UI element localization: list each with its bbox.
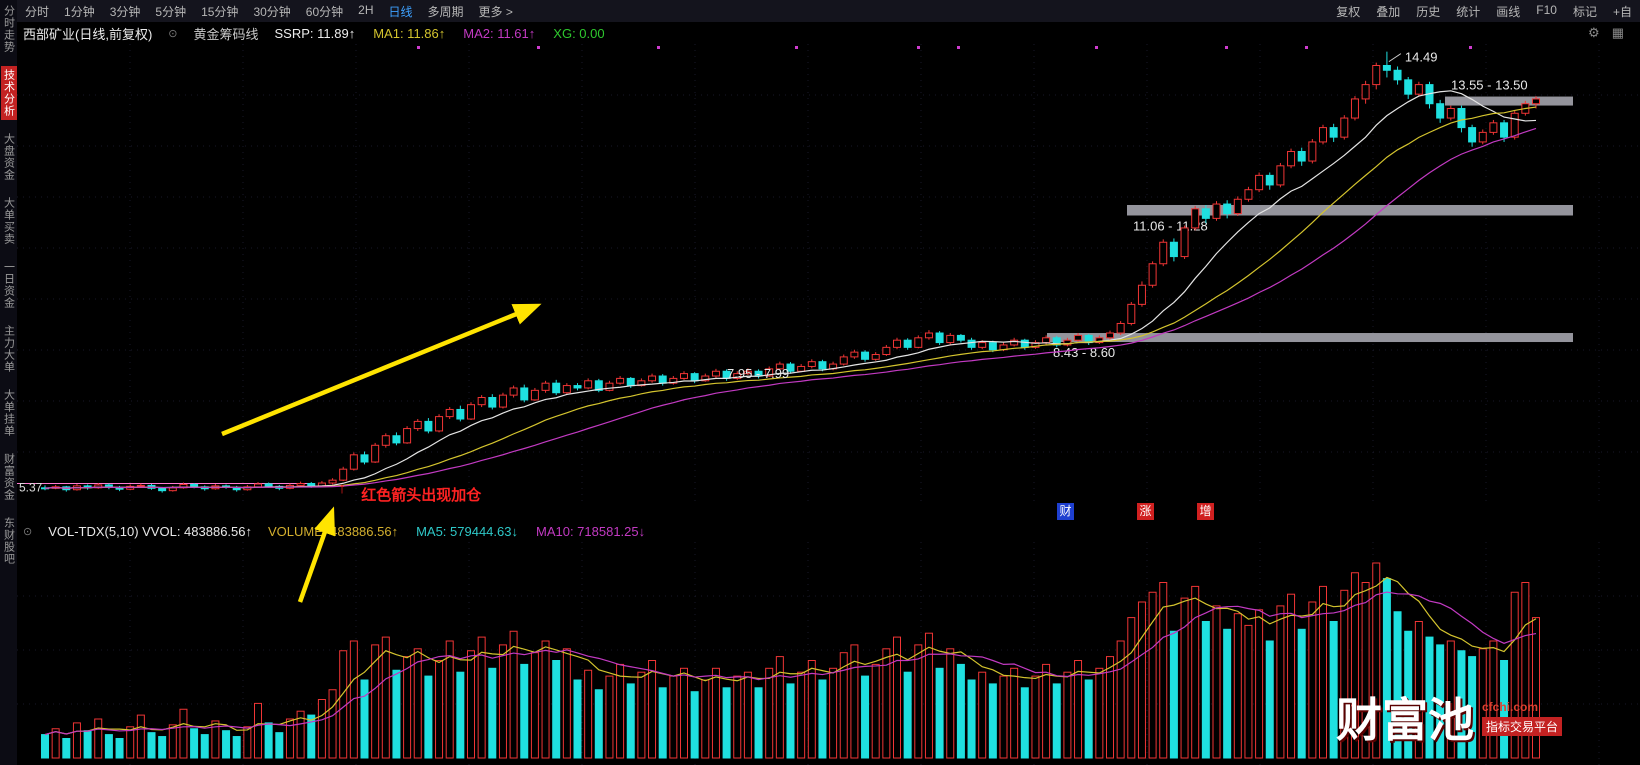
toolbar-buttons: 复权 叠加 历史 统计 画线 F10 标记 +自 [1336,3,1632,20]
signal-dot [1469,46,1472,49]
header-icons: ⚙ ▦ [1588,25,1624,41]
stock-title: 西部矿业(日线,前复权) [23,26,153,42]
sidebar-item[interactable]: 东财股吧 [2,517,15,565]
period-tab[interactable]: 5分钟 [155,4,187,19]
resistance-zone [1127,204,1573,216]
zone-label: 13.55 - 13.50 [1451,78,1528,93]
toolbar-button[interactable]: F10 [1536,2,1557,17]
period-tab[interactable]: 30分钟 [253,4,291,19]
toolbar-button[interactable]: 统计 [1456,4,1481,19]
period-tab[interactable]: 2H [358,2,374,17]
sidebar-item[interactable]: 分时走势 [2,5,15,53]
sidebar-item[interactable]: 大盘资金 [2,133,15,181]
period-tab[interactable]: 更多 > [478,4,513,19]
price-ma-line [44,127,1537,489]
indicator-field: SSRP: 11.89↑ [274,25,356,41]
indicator-field: MA5: 579444.63↓ [416,523,518,539]
top-toolbar: 分时 1分钟 3分钟 5分钟 15分钟 30分钟 60分钟 2H 日线 多周期 更多 > 复权 叠加历… [17,0,1640,22]
watermark-site: cfchi.com [1481,699,1538,714]
period-tab[interactable]: 分时 [25,4,50,19]
sidebar-item[interactable]: 大单买卖 [2,197,15,245]
indicator-toggle-icon[interactable]: ⊙ [168,27,178,40]
indicator-field: MA2: 11.61↑ [463,25,536,41]
annotation-note: 红色箭头出现加仓 [361,486,482,504]
left-sidebar: 分时走势技术分析大盘资金大单买卖一日资金主力大单大单挂单财富资金东财股吧 [0,0,17,765]
period-tab[interactable]: 日线 [388,4,413,19]
volume-ma-line [44,576,1537,736]
sidebar-item[interactable]: 主力大单 [2,325,15,373]
period-tab[interactable]: 60分钟 [305,4,344,19]
signal-tag: 增 [1197,503,1214,520]
watermark-subtitle: 指标交易平台 [1481,716,1562,736]
indicator-field: VOLUME: 483886.56↑ [268,523,399,539]
volume-values: VOLUME: 483886.56↑ MA5: 579444.63↓ MA10: 7… [268,524,645,539]
signal-dot [1305,46,1308,49]
sidebar-item[interactable]: 一日资金 [2,261,15,309]
indicator-values: SSRP: 11.89↑ MA1: 11.86↑ MA2: 11.61↑ XG: 0.… [275,26,605,41]
gear-icon[interactable]: ⚙ [1588,25,1600,40]
toolbar-button[interactable]: 复权 [1336,4,1361,19]
panel-icon[interactable]: ▦ [1611,25,1624,40]
signal-dot [417,46,420,49]
resistance-zone [1445,96,1573,106]
signal-tag: 财 [1057,503,1074,520]
volume-svg [17,542,1640,765]
indicator-field: MA1: 11.86↑ [373,25,446,41]
watermark: 财富池 cfchi.com 指标交易平台 [1335,693,1562,746]
sidebar-item[interactable]: 技术分析 [0,66,17,120]
watermark-title: 财富池 [1335,693,1474,746]
sidebar-item[interactable]: 财富资金 [2,453,15,501]
toolbar-button[interactable]: 叠加 [1376,4,1401,19]
signal-tag: 涨 [1137,503,1154,520]
price-ma-line [44,106,1537,489]
signal-dot [917,46,920,49]
price-chart[interactable]: 13.55 - 13.50 11.06 - 11.28 8.43 - 8.60 14.… [17,44,1640,505]
signal-dot [1095,46,1098,49]
indicator-field: XG: 0.00 [553,25,605,41]
volume-chart[interactable] [17,542,1640,765]
sidebar-item[interactable]: 大单挂单 [2,389,15,437]
signal-dot [537,46,540,49]
indicator-header: 西部矿业(日线,前复权) ⊙ 黄金筹码线 SSRP: 11.89↑ MA1: 11… [17,22,1640,44]
toolbar-button[interactable]: 标记 [1572,4,1597,19]
period-tab[interactable]: 1分钟 [64,4,95,19]
period-tab[interactable]: 3分钟 [109,4,141,19]
volume-indicator-icon[interactable]: ⊙ [23,525,33,538]
period-tab[interactable]: 15分钟 [201,4,239,19]
toolbar-button[interactable]: +自 [1612,4,1632,19]
peak-price-label: 14.49 [1405,50,1438,65]
toolbar-button[interactable]: 画线 [1496,4,1521,19]
signal-dot [1225,46,1228,49]
resistance-zone [1047,333,1573,343]
toolbar-button[interactable]: 历史 [1416,4,1441,19]
volume-title: VOL-TDX(5,10) VVOL: 483886.56↑ [48,523,252,539]
level-label: 7.95 - 7.99 [727,366,789,381]
zone-label: 8.43 - 8.60 [1053,345,1115,360]
signal-dot [957,46,960,49]
low-price-label: 5.37 [19,480,43,494]
signal-dot [795,46,798,49]
indicator-name[interactable]: 黄金筹码线 [193,26,259,42]
buy-marker: ↑ [338,480,346,497]
period-tab[interactable]: 多周期 [427,4,464,19]
volume-header: ⊙ VOL-TDX(5,10) VVOL: 483886.56↑ VOLUME:… [17,520,1640,542]
indicator-field: MA10: 718581.25↓ [535,523,646,539]
period-tabs: 分时 1分钟 3分钟 5分钟 15分钟 30分钟 60分钟 2H 日线 多周期 更多 > [25,3,513,20]
signal-dot [657,46,660,49]
zone-label: 11.06 - 11.28 [1133,219,1208,234]
volume-ma-line [44,591,1537,736]
candlestick-svg: 13.55 - 13.50 11.06 - 11.28 8.43 - 8.60 14.… [17,44,1640,505]
